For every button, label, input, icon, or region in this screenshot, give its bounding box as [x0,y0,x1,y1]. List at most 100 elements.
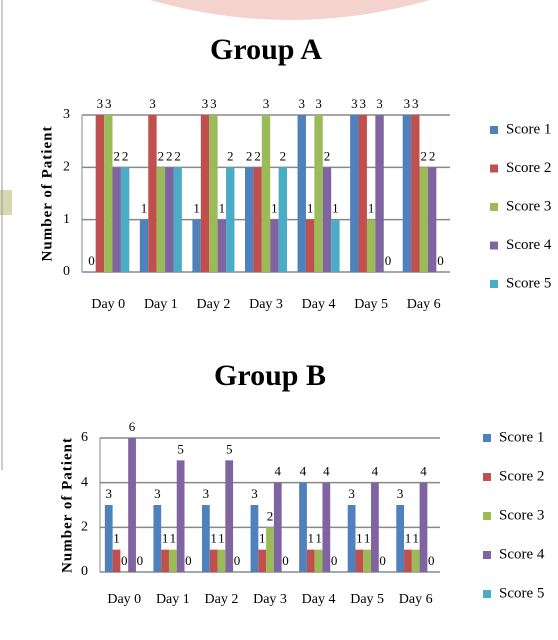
legend-label: Score 2 [506,160,551,176]
bar [270,220,278,272]
x-tick-label: Day 4 [302,592,336,607]
bar [128,438,136,572]
bar [403,115,411,272]
bar [331,220,339,272]
bar [218,220,226,272]
bar [112,167,120,272]
data-label: 0 [88,253,95,268]
bar [104,115,112,272]
data-label: 3 [351,96,358,111]
legend-swatch [490,203,498,211]
bar [177,460,185,572]
bar [258,550,266,572]
bar [192,220,200,272]
data-label: 3 [210,96,217,111]
data-label: 0 [121,553,128,568]
bar [282,572,290,573]
bar [169,550,177,572]
data-label: 3 [315,96,322,111]
y-tick-label: 2 [63,160,70,175]
legend-swatch [490,165,498,173]
bar [412,550,420,572]
data-label: 2 [420,148,427,163]
legend-swatch [490,242,498,250]
bar [379,572,387,573]
bar [210,550,218,572]
bar [396,505,404,572]
data-label: 3 [105,96,112,111]
bar [307,550,315,572]
data-label: 2 [166,148,173,163]
data-label: 3 [203,486,210,501]
bar [136,572,144,573]
x-tick-label: Day 6 [399,592,433,607]
legend-swatch [483,434,491,442]
bar [274,483,282,572]
x-tick-label: Day 5 [354,297,388,312]
data-label: 3 [149,96,156,111]
data-label: 0 [331,553,338,568]
bar [209,115,217,272]
bar [165,167,173,272]
legend-label: Score 5 [499,585,544,601]
bar [251,505,259,572]
data-label: 0 [379,553,386,568]
data-label: 1 [193,201,200,216]
data-label: 1 [315,531,322,546]
legend-label: Score 1 [506,121,551,137]
y-tick-label: 6 [81,430,88,445]
legend-label: Score 3 [506,198,551,214]
x-tick-label: Day 5 [350,592,384,607]
bar [185,572,193,573]
data-label: 1 [368,201,375,216]
data-label: 1 [271,201,278,216]
data-label: 1 [405,531,412,546]
legend-swatch [490,280,498,288]
data-label: 0 [234,553,241,568]
chart-title: Group B [214,359,326,392]
legend-swatch [483,590,491,598]
bar [306,220,314,272]
y-tick-label: 3 [63,107,70,122]
data-label: 3 [202,96,209,111]
data-label: 0 [428,553,435,568]
legend-label: Score 1 [499,429,544,445]
chart-title: Group A [210,33,322,66]
bar [367,220,375,272]
bar [233,572,241,573]
data-label: 3 [97,96,104,111]
data-label: 3 [404,96,411,111]
data-label: 1 [162,531,169,546]
x-tick-label: Day 6 [407,297,441,312]
bar [350,115,358,272]
bar [298,115,306,272]
data-label: 2 [122,148,129,163]
bar [226,167,234,272]
bar [218,550,226,572]
data-label: 1 [113,531,120,546]
data-label: 5 [177,441,184,456]
bar [140,220,148,272]
bar [148,115,156,272]
bar [173,167,181,272]
data-label: 2 [227,148,234,163]
data-label: 2 [246,148,253,163]
data-label: 1 [210,531,217,546]
legend-label: Score 4 [499,546,545,562]
bar [201,115,209,272]
bar [105,505,113,572]
data-label: 1 [218,531,225,546]
y-axis-label: Number of Patient [59,437,75,573]
legend-swatch [483,512,491,520]
data-label: 2 [324,148,331,163]
bar [314,115,322,272]
legend-label: Score 4 [506,237,552,253]
data-label: 1 [308,531,315,546]
bar [299,483,307,572]
data-label: 1 [170,531,177,546]
bar [404,550,412,572]
bar [225,460,233,572]
y-tick-label: 4 [81,475,88,490]
bar [113,550,121,572]
bar [359,115,367,272]
